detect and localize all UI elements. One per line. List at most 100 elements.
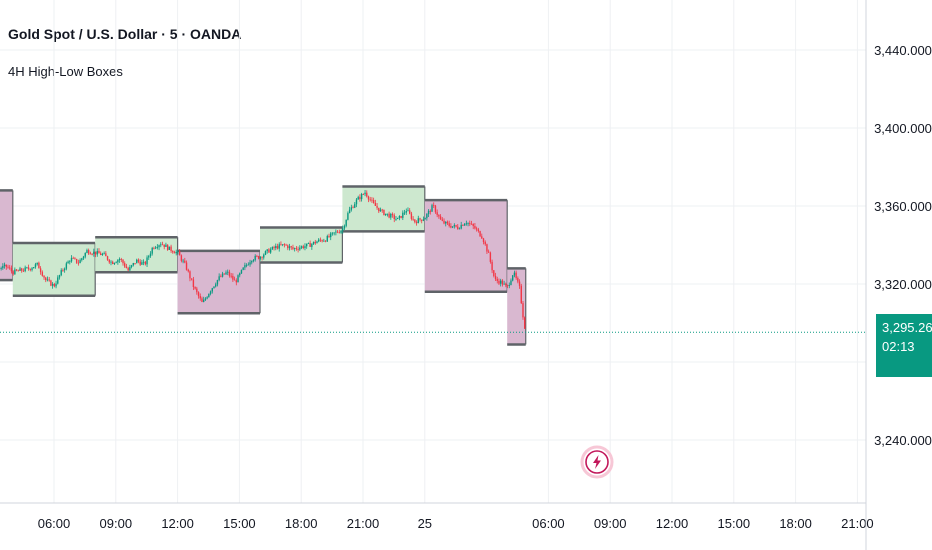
candle-body	[433, 205, 435, 207]
candle-body	[245, 264, 248, 266]
candle-body	[450, 225, 452, 228]
candle-body	[312, 241, 315, 245]
candle-body	[106, 256, 109, 260]
candle-body	[309, 243, 311, 247]
x-tick-label: 09:00	[594, 516, 627, 531]
candle-body	[57, 277, 59, 284]
candle-body	[70, 257, 73, 262]
candle-body	[290, 246, 292, 248]
candle-body	[161, 244, 164, 246]
candle-body	[493, 270, 495, 276]
candle-body	[264, 251, 267, 255]
candle-body	[225, 272, 227, 275]
candle-body	[177, 251, 179, 253]
candle-body	[237, 275, 239, 283]
candle-body	[55, 283, 57, 287]
candle-body	[79, 260, 81, 264]
candle-body	[445, 221, 447, 224]
candle-body	[5, 264, 7, 267]
candle-body	[60, 270, 62, 276]
candle-body	[503, 283, 505, 285]
candle-body	[479, 231, 481, 237]
candle-body	[419, 218, 421, 220]
candle-body	[211, 288, 213, 292]
candle-body	[156, 247, 159, 248]
candle-body	[208, 293, 210, 298]
candle-body	[53, 283, 56, 287]
candle-body	[448, 223, 450, 226]
candle-body	[67, 261, 69, 264]
candle-body	[101, 253, 104, 255]
candle-body	[254, 255, 256, 261]
candle-body	[230, 275, 232, 277]
candle-body	[324, 240, 327, 242]
candle-body	[172, 250, 174, 253]
candle-body	[457, 226, 459, 229]
candle-body	[192, 279, 195, 287]
x-tick-label: 09:00	[100, 516, 133, 531]
candle-body	[424, 218, 426, 220]
x-tick-label: 18:00	[285, 516, 318, 531]
candle-body	[302, 246, 304, 248]
candle-body	[422, 219, 425, 221]
candle-body	[34, 264, 37, 268]
candle-body	[355, 199, 358, 205]
candle-body	[396, 217, 399, 220]
candle-body	[297, 249, 299, 250]
candle-body	[48, 279, 50, 281]
candle-body	[120, 258, 122, 260]
candle-body	[146, 257, 148, 265]
candle-body	[7, 266, 9, 268]
candle-body	[390, 213, 392, 218]
candle-body	[354, 204, 356, 208]
candle-body	[378, 207, 380, 212]
candle-body	[63, 268, 66, 271]
candle-body	[233, 279, 236, 281]
candle-body	[383, 210, 385, 215]
candle-body	[352, 207, 354, 209]
candle-body	[84, 252, 86, 257]
candle-body	[39, 268, 42, 273]
candle-body	[481, 236, 483, 239]
candle-body	[400, 215, 402, 218]
candle-body	[204, 298, 207, 300]
candle-body	[524, 317, 526, 329]
candle-body	[326, 236, 328, 242]
candle-body	[3, 264, 6, 266]
flash-icon[interactable]	[580, 445, 614, 479]
candle-body	[153, 247, 155, 249]
candle-body	[311, 244, 313, 247]
candle-body	[486, 244, 488, 252]
candle-body	[501, 280, 504, 285]
candle-body	[93, 251, 95, 254]
candle-body	[281, 244, 284, 246]
candle-body	[124, 263, 126, 267]
candle-body	[280, 244, 282, 246]
candle-body	[82, 256, 85, 259]
candle-body	[220, 276, 222, 278]
candle-body	[362, 194, 365, 195]
candle-body	[94, 251, 97, 255]
candle-body	[29, 268, 32, 270]
y-tick-label: 3,320.000	[874, 277, 932, 292]
candle-body	[256, 255, 258, 257]
candle-body	[112, 261, 114, 264]
candle-body	[184, 260, 186, 263]
candle-body	[283, 244, 286, 246]
candle-body	[137, 259, 140, 262]
candle-body	[118, 258, 121, 261]
candle-body	[21, 268, 23, 271]
candle-body	[160, 244, 162, 246]
candle-body	[139, 261, 141, 265]
candle-body	[199, 296, 201, 299]
candle-body	[194, 286, 196, 289]
candle-body	[130, 265, 133, 268]
hl-box	[95, 237, 178, 273]
candle-body	[331, 232, 334, 234]
x-tick-label: 21:00	[841, 516, 874, 531]
candle-body	[81, 258, 83, 261]
candle-body	[438, 214, 440, 217]
candle-body	[407, 210, 409, 212]
candle-body	[364, 192, 366, 195]
